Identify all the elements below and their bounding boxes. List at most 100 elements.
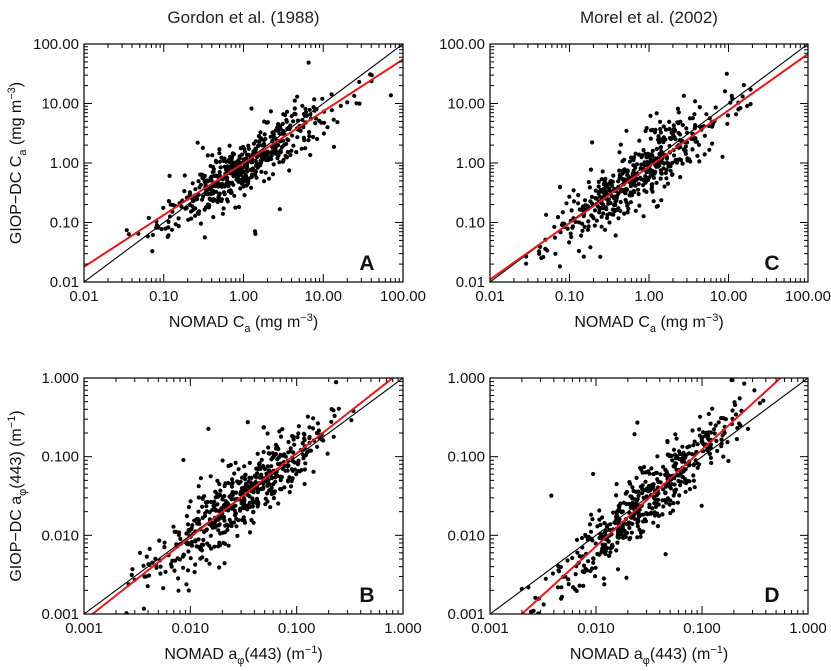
data-point [220,497,225,502]
data-point [695,465,700,470]
data-point [268,134,273,139]
data-point [583,203,588,208]
data-point [181,457,186,463]
data-point [590,140,595,145]
data-point [357,101,362,106]
data-point [576,248,582,254]
data-point [224,522,230,527]
data-point [650,172,655,177]
data-point [633,208,638,213]
data-point [713,423,718,428]
data-point [693,458,698,463]
data-point [200,496,205,501]
data-point [557,569,562,574]
data-point [222,164,227,169]
data-point [624,575,629,580]
data-point [692,112,697,117]
data-point [632,432,637,437]
data-point [723,417,728,422]
data-point [580,228,585,233]
data-points [124,380,356,614]
data-point [605,212,610,217]
data-point [641,183,646,188]
data-point [287,168,292,173]
data-point [680,459,685,464]
data-point [215,478,220,483]
data-point [283,454,288,459]
data-point [614,194,619,199]
data-point [286,450,291,455]
data-point [676,110,681,115]
data-point [288,446,293,451]
data-point [752,388,757,393]
data-point [284,117,289,123]
data-point [724,71,729,76]
data-point [692,439,697,444]
data-point [647,488,652,493]
data-point [317,118,322,123]
data-point [613,199,618,204]
data-point [601,202,606,207]
data-point [311,426,316,431]
data-point [617,172,622,178]
data-point [227,494,232,499]
data-point [248,504,253,510]
data-point [208,191,214,197]
data-point [702,152,707,157]
data-point [204,504,209,509]
data-point [253,169,258,174]
data-point [608,550,613,555]
data-point [649,153,654,158]
data-point [255,504,260,509]
data-point [597,207,602,212]
data-point [733,412,739,417]
data-point [654,500,659,505]
data-point [292,106,297,111]
data-point [302,436,307,441]
data-point [725,121,730,126]
data-point [602,521,607,526]
data-point [685,478,690,484]
data-point [636,187,641,192]
data-point [240,505,245,510]
chart-panel-B: 0.001 0.010 0.100 1.000 0.001 0.010 0.100 1.000… [6,370,422,667]
data-point [599,214,604,219]
data-point [189,540,194,545]
data-point [217,159,222,164]
x-axis-label-base: NOMAD a [164,646,237,663]
data-point [721,454,726,459]
data-point [286,439,291,445]
data-point [266,451,271,456]
data-point [564,201,569,206]
data-point [221,540,226,546]
data-point [622,211,627,216]
data-point [268,505,273,510]
data-point [648,483,653,489]
data-point [720,433,725,438]
data-point [649,187,654,192]
data-point [206,426,211,431]
data-point [200,504,205,509]
y-tick-label: 0.10 [456,215,485,232]
data-point [267,482,272,487]
data-point [664,176,669,181]
data-point [275,473,280,478]
data-point [675,120,680,125]
data-point [748,102,753,107]
data-point [276,153,281,158]
data-point [188,556,193,561]
data-point [602,530,607,536]
x-tick-label: 0.010 [172,620,210,637]
data-point [710,141,715,146]
data-point [234,516,239,521]
data-point [742,381,747,386]
data-point [629,193,635,198]
data-point [229,523,234,529]
data-point [276,122,281,127]
data-point [234,177,239,182]
y-tick-label: 10.00 [41,96,79,113]
data-point [263,170,268,175]
data-point [532,632,536,636]
data-point [566,577,571,582]
data-point [608,546,613,551]
